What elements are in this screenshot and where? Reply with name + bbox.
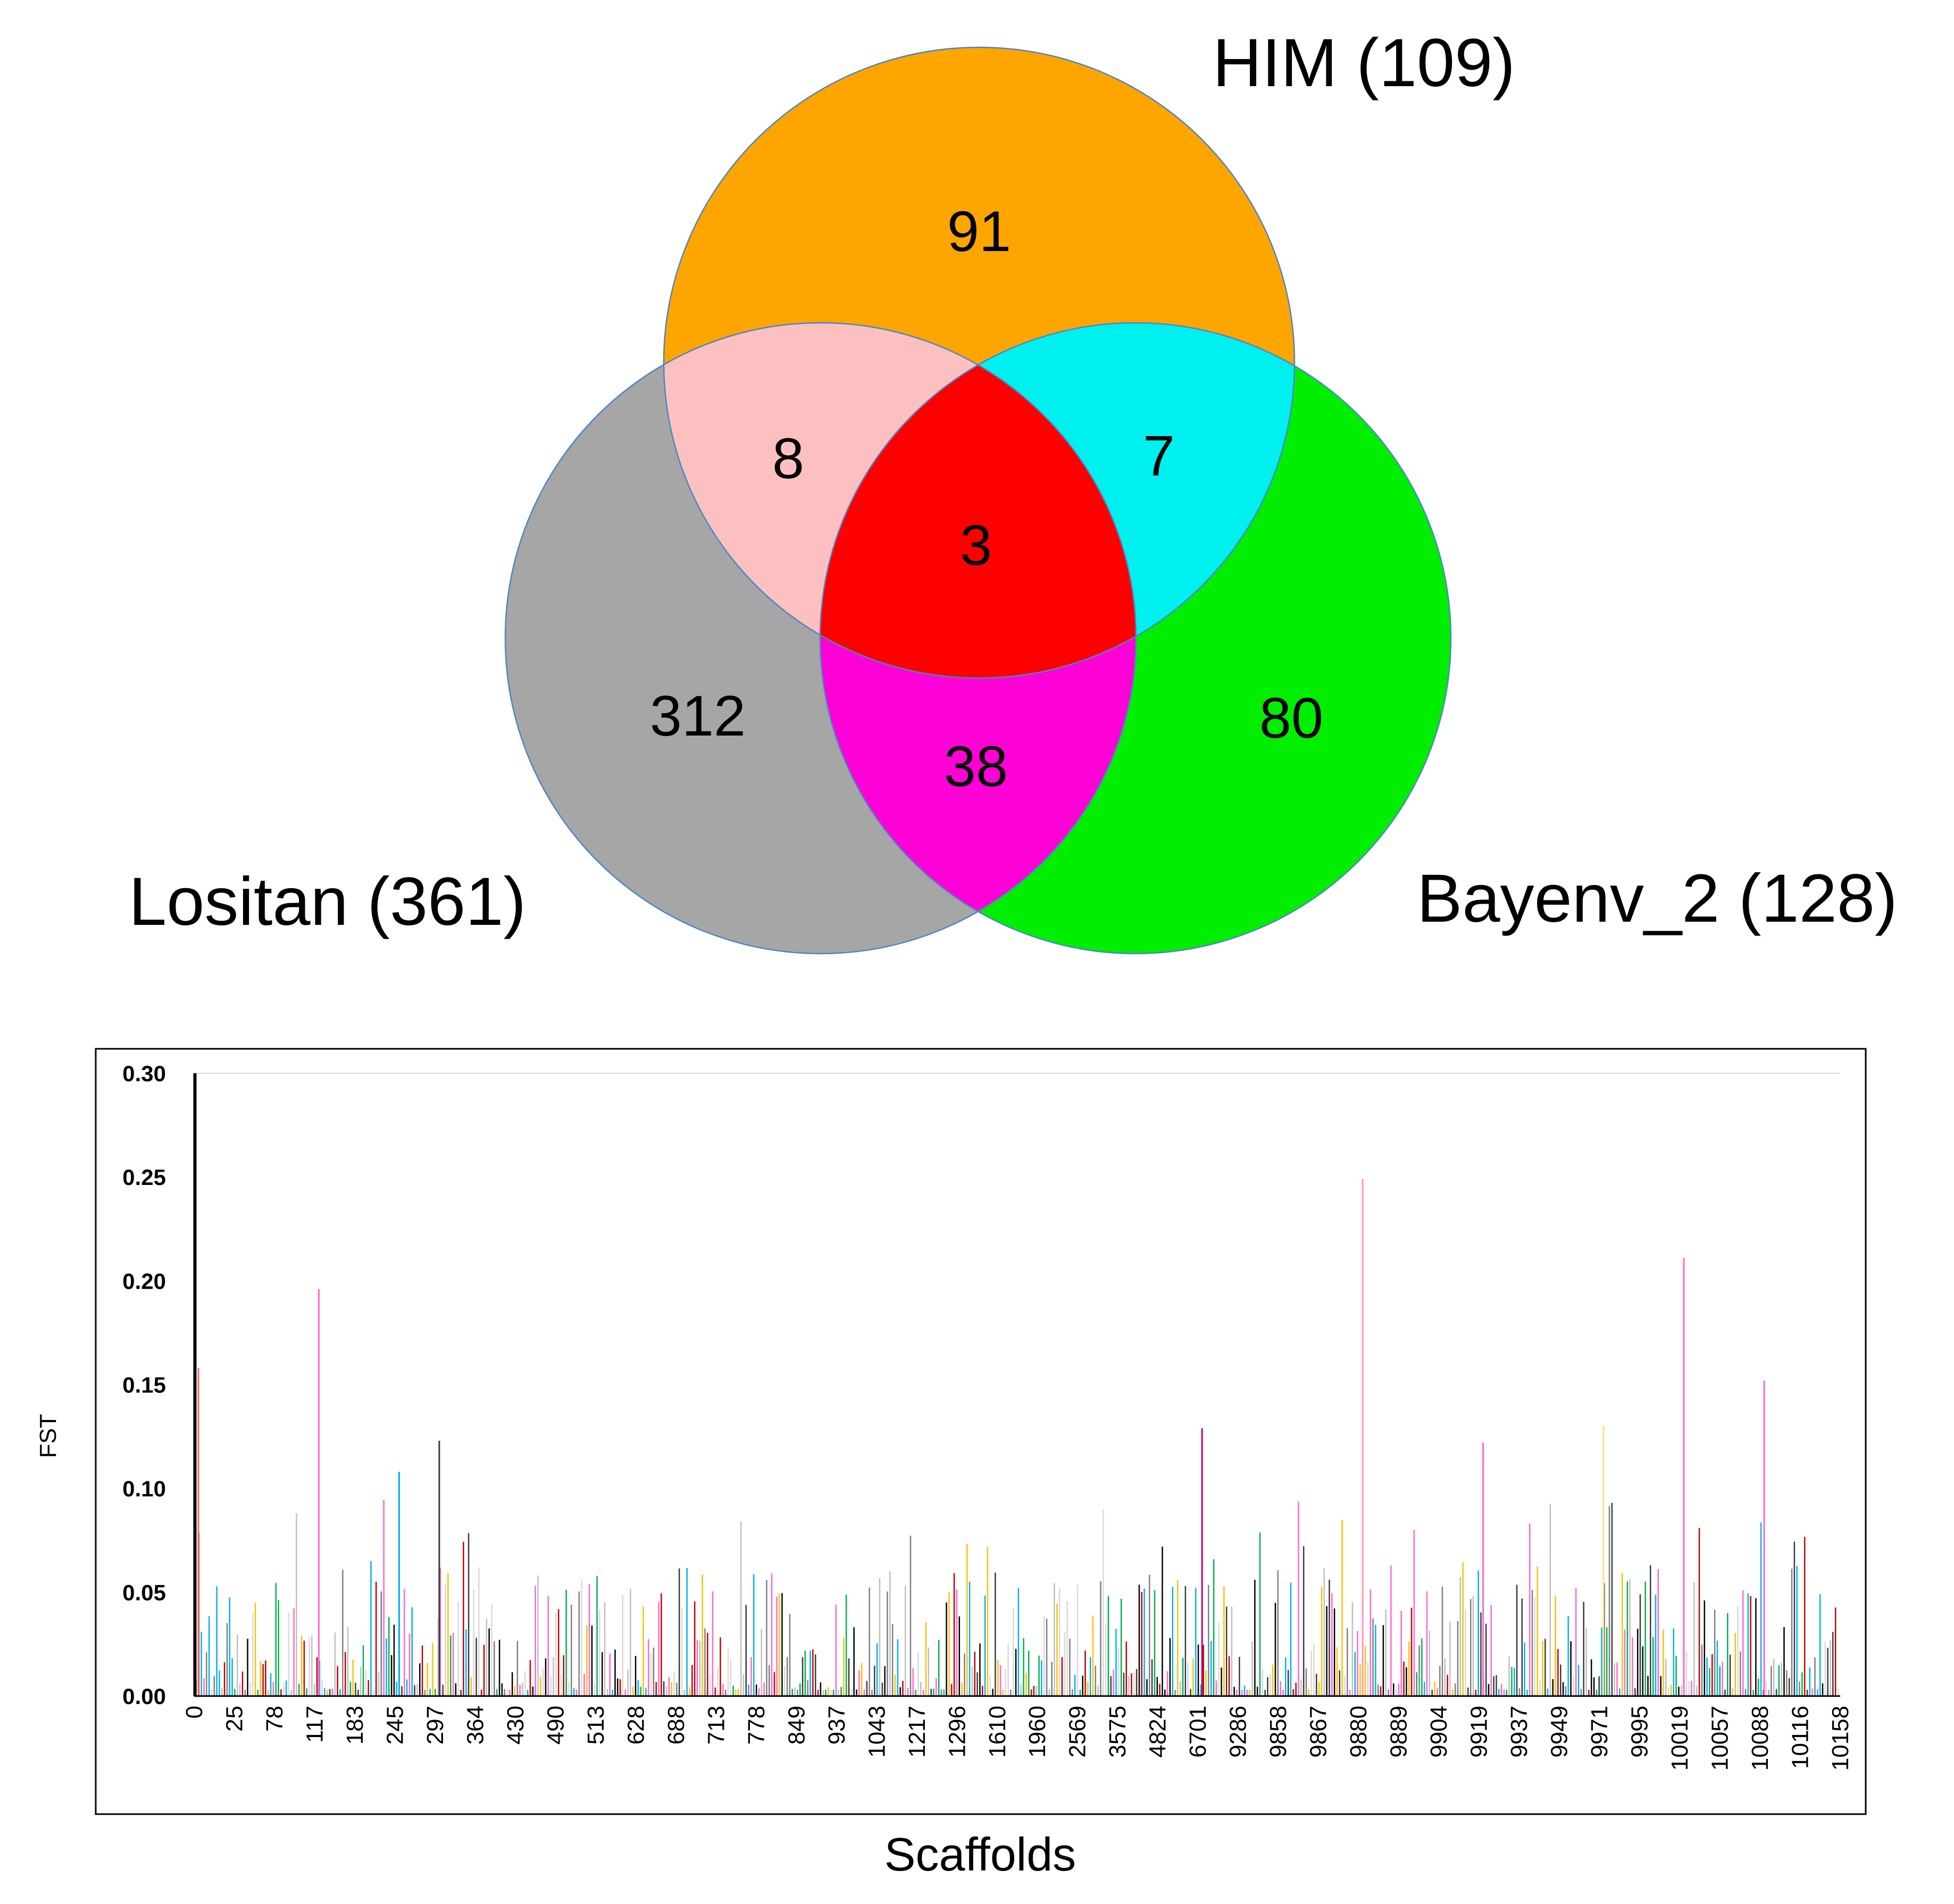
venn-outline-him <box>663 46 1296 679</box>
x-tick-label: 1960 <box>1024 1706 1050 1758</box>
x-tick-label: 9904 <box>1426 1706 1452 1758</box>
x-tick-label: 6701 <box>1185 1706 1211 1758</box>
x-tick-label: 0 <box>181 1706 207 1718</box>
x-tick-label: 513 <box>583 1706 609 1744</box>
venn-count-all-three: 3 <box>960 513 992 577</box>
x-tick-label: 1296 <box>944 1706 970 1758</box>
x-tick-label: 1217 <box>904 1706 930 1758</box>
venn-label-bayenv: Bayenv_2 (128) <box>1417 861 1898 937</box>
x-tick-label: 9889 <box>1386 1706 1412 1758</box>
x-tick-label: 778 <box>744 1706 770 1744</box>
y-tick-label: 0.30 <box>122 1061 166 1086</box>
x-tick-label: 1043 <box>864 1706 890 1758</box>
x-tick-label: 713 <box>703 1706 729 1744</box>
x-tick-label: 10116 <box>1788 1706 1814 1769</box>
venn-outline-bayenv <box>819 322 1452 955</box>
y-tick-label: 0.15 <box>122 1373 166 1398</box>
x-tick-label: 10158 <box>1827 1706 1853 1771</box>
x-tick-label: 9995 <box>1627 1706 1653 1758</box>
y-tick-label: 0.00 <box>122 1684 166 1709</box>
x-tick-label: 9880 <box>1346 1706 1372 1758</box>
x-tick-label: 245 <box>382 1706 408 1744</box>
x-tick-label: 430 <box>503 1706 529 1744</box>
fst-bars <box>195 1073 1839 1696</box>
x-tick-label: 10088 <box>1747 1706 1773 1771</box>
x-tick-label: 9858 <box>1265 1706 1291 1758</box>
venn-label-lositan: Lositan (361) <box>129 864 526 940</box>
y-tick-label: 0.05 <box>122 1580 166 1605</box>
x-tick-label: 10019 <box>1667 1706 1693 1771</box>
y-axis-title: FST <box>35 1414 61 1458</box>
x-tick-label: 364 <box>462 1706 488 1744</box>
y-tick-label: 0.20 <box>122 1268 166 1293</box>
x-tick-label: 9937 <box>1506 1706 1532 1758</box>
y-tick-label: 0.10 <box>122 1476 166 1501</box>
x-tick-label: 78 <box>262 1706 288 1732</box>
chart-frame <box>95 1048 1867 1815</box>
x-tick-label: 1610 <box>984 1706 1011 1758</box>
y-tick-label: 0.25 <box>122 1165 166 1190</box>
y-tick-labels: 0.00 0.05 0.10 0.15 0.20 0.25 0.30 <box>122 1061 166 1709</box>
x-tick-label: 297 <box>422 1706 448 1744</box>
venn-label-him: HIM (109) <box>1213 25 1515 101</box>
x-tick-label: 117 <box>302 1706 328 1743</box>
x-tick-label: 9919 <box>1466 1706 1492 1758</box>
venn-count-lositan-only: 312 <box>650 683 746 748</box>
x-tick-label: 688 <box>663 1706 689 1744</box>
x-tick-label: 9867 <box>1306 1706 1332 1758</box>
x-tick-label: 10057 <box>1707 1706 1733 1771</box>
venn-count-bayenv-only: 80 <box>1259 686 1323 750</box>
venn-count-lositan-him: 8 <box>772 426 804 490</box>
x-tick-label: 2569 <box>1065 1706 1091 1758</box>
x-tick-label: 628 <box>623 1706 649 1744</box>
x-tick-label: 9971 <box>1586 1706 1613 1758</box>
x-tick-labels: 0 25 78 117 183 245 297 364 430 490 513 628 688 713 77… <box>181 1706 1853 1771</box>
x-tick-label: 4824 <box>1145 1706 1171 1758</box>
x-tick-label: 849 <box>783 1706 809 1744</box>
venn-count-him-bayenv: 7 <box>1143 423 1175 488</box>
x-tick-label: 9286 <box>1225 1706 1251 1758</box>
x-tick-label: 183 <box>342 1706 368 1744</box>
x-tick-label: 3575 <box>1105 1706 1131 1758</box>
x-tick-label: 9949 <box>1547 1706 1573 1758</box>
x-tick-label: 937 <box>824 1706 850 1744</box>
x-axis-title: Scaffolds <box>884 1828 1076 1881</box>
venn-diagram: 91 8 7 3 312 38 80 HIM (109) Lositan (36… <box>129 25 1898 955</box>
x-tick-label: 490 <box>542 1706 569 1744</box>
venn-outline-lositan <box>504 322 1137 955</box>
venn-count-him-only: 91 <box>947 199 1011 263</box>
fst-bar-chart: 0.00 0.05 0.10 0.15 0.20 0.25 0.30 0 25 78 117 183… <box>35 1048 1867 1881</box>
x-tick-label: 25 <box>221 1706 247 1732</box>
venn-count-lositan-bayenv: 38 <box>944 734 1008 798</box>
